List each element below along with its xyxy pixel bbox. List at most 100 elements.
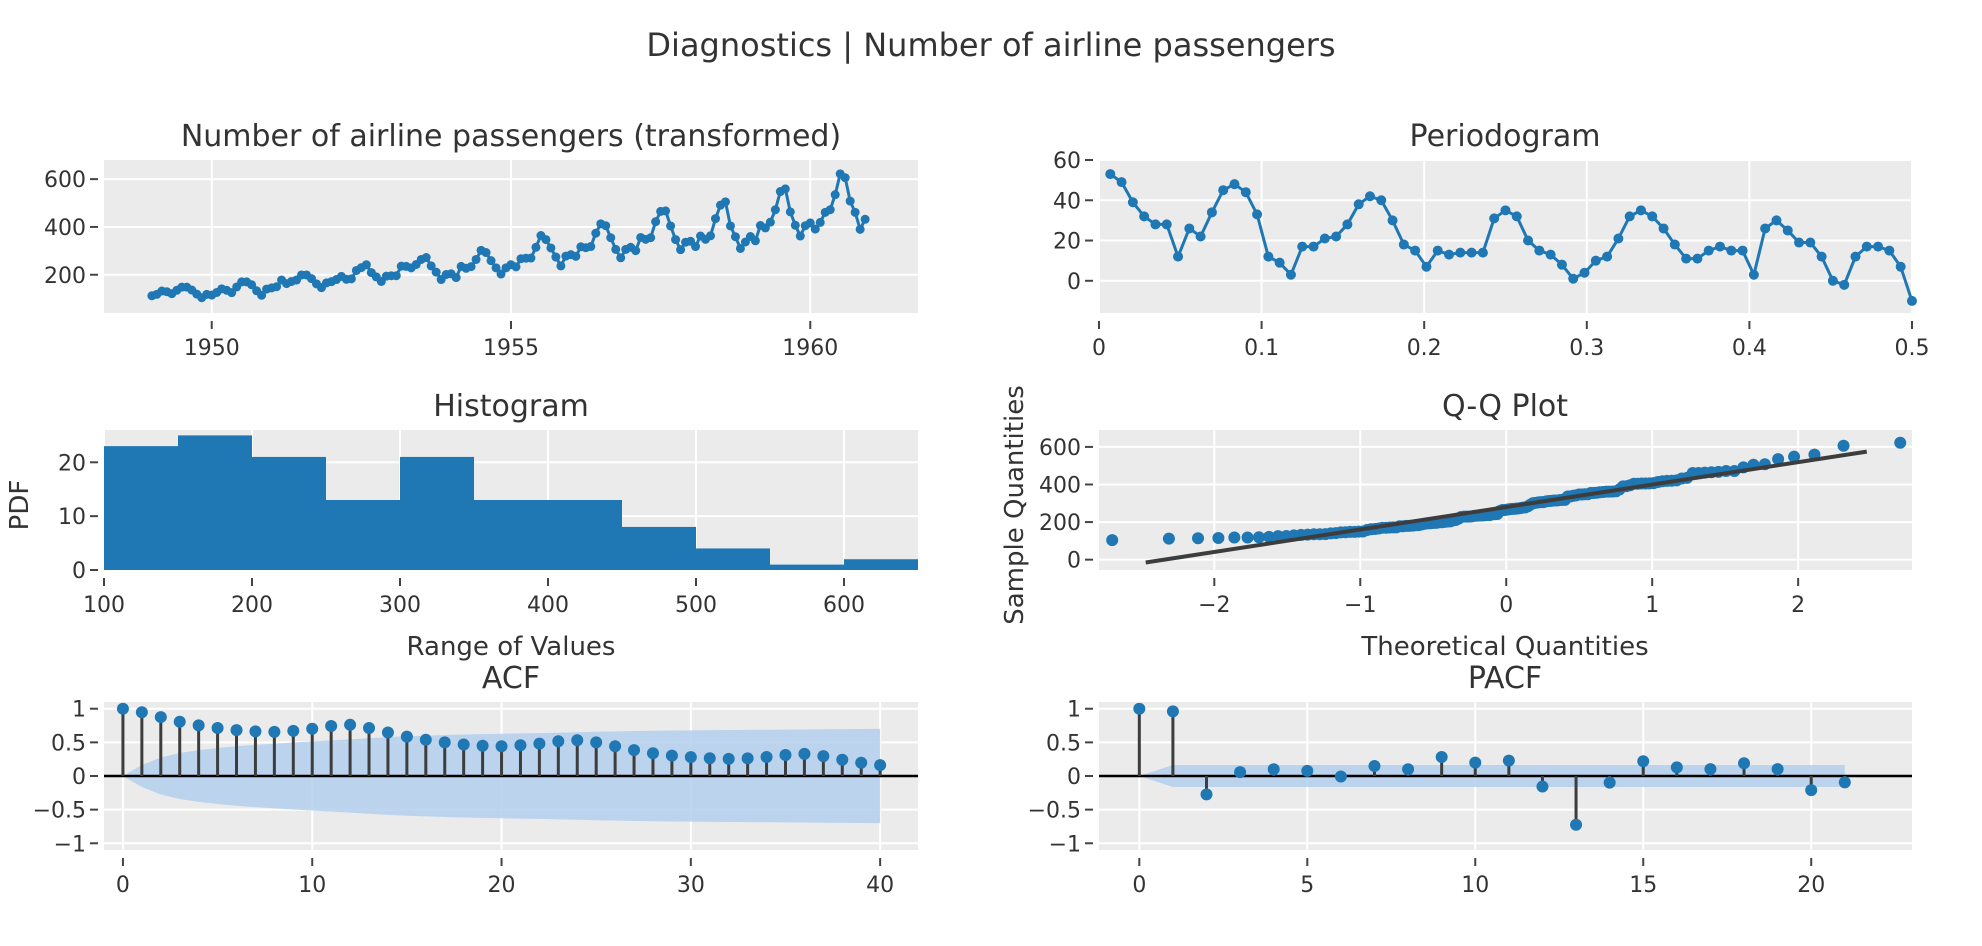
acf-y-tick-label: 1 — [72, 698, 86, 723]
pacf-marker — [1637, 755, 1650, 768]
series-point — [616, 253, 626, 263]
histogram-y-tick-label: 0 — [72, 559, 86, 584]
periodogram-point — [1568, 273, 1579, 284]
periodogram-point — [1308, 241, 1319, 252]
acf-marker — [419, 733, 432, 746]
series-point — [591, 228, 601, 238]
series-y-tick-label: 600 — [44, 168, 86, 193]
histogram-bar — [104, 446, 178, 570]
periodogram-point — [1331, 231, 1342, 242]
acf-marker — [628, 744, 641, 757]
periodogram-point — [1500, 205, 1511, 216]
series-point — [825, 205, 835, 215]
qq-point — [1263, 530, 1276, 543]
histogram-bar — [844, 559, 918, 570]
series-point — [471, 254, 481, 264]
acf-marker — [116, 702, 129, 715]
pacf-marker — [1334, 770, 1347, 783]
acf-marker — [855, 756, 868, 769]
series-point — [601, 221, 611, 231]
series-point — [466, 262, 476, 272]
series-point — [666, 221, 676, 231]
qq-x-tick-label: 1 — [1645, 593, 1659, 618]
series-point — [606, 233, 616, 243]
acf-marker — [722, 752, 735, 765]
periodogram-point — [1285, 269, 1296, 280]
pacf-panel: 0 5 10 15 20 −1 −0.5 0 0.5 1 — [1028, 698, 1912, 898]
series-point — [451, 273, 461, 283]
periodogram-point — [1590, 255, 1601, 266]
acf-marker — [154, 711, 167, 724]
qq-fit-line — [1145, 449, 1868, 565]
histogram-x-tick-label: 300 — [379, 593, 421, 618]
periodogram-point — [1444, 249, 1455, 260]
periodogram-point — [1477, 247, 1488, 258]
acf-x-tick-label: 0 — [116, 873, 130, 898]
pacf-marker — [1435, 751, 1448, 764]
acf-y-tick-label: 0 — [72, 765, 86, 790]
pacf-y-tick-label: 0.5 — [1046, 731, 1081, 756]
series-point — [735, 243, 745, 253]
periodogram-point — [1794, 237, 1805, 248]
periodogram-point — [1161, 219, 1172, 230]
series-panel: 1950 1955 1960 200 400 600 — [44, 160, 918, 361]
acf-marker — [211, 721, 224, 734]
pacf-marker — [1704, 763, 1717, 776]
series-point — [676, 245, 686, 255]
histogram-y-tick-label: 20 — [58, 451, 86, 476]
periodogram-point — [1376, 195, 1387, 206]
series-point — [571, 251, 581, 261]
periodogram-point — [1195, 231, 1206, 242]
acf-marker — [590, 736, 603, 749]
acf-x-tick-label: 30 — [677, 873, 705, 898]
acf-marker — [760, 750, 773, 763]
series-point — [631, 246, 641, 256]
acf-marker — [798, 747, 811, 760]
periodogram-point — [1297, 241, 1308, 252]
periodogram-x-tick-label: 0.3 — [1569, 336, 1604, 361]
qq-point — [1212, 532, 1225, 545]
pacf-marker — [1670, 761, 1683, 774]
acf-marker — [533, 737, 546, 750]
periodogram-point — [1387, 215, 1398, 226]
periodogram-point — [1127, 197, 1138, 208]
series-point — [491, 263, 501, 273]
qq-point — [1788, 450, 1801, 463]
periodogram-point — [1398, 239, 1409, 250]
acf-marker — [192, 719, 205, 732]
pacf-y-tick-label: 1 — [1067, 698, 1081, 723]
periodogram-point — [1782, 225, 1793, 236]
pacf-marker — [1838, 776, 1851, 789]
acf-marker — [381, 726, 394, 739]
series-point — [785, 207, 795, 217]
pacf-marker — [1502, 754, 1515, 767]
series-point — [805, 218, 815, 228]
pacf-x-tick-label: 10 — [1461, 873, 1489, 898]
pacf-marker — [1469, 756, 1482, 769]
periodogram-point — [1827, 275, 1838, 286]
periodogram-point — [1218, 185, 1229, 196]
histogram-x-tick-label: 100 — [83, 593, 125, 618]
acf-marker — [400, 730, 413, 743]
periodogram-point — [1455, 247, 1466, 258]
periodogram-point — [1602, 251, 1613, 262]
periodogram-point — [1150, 219, 1161, 230]
periodogram-point — [1579, 267, 1590, 278]
periodogram-point — [1432, 245, 1443, 256]
periodogram-point — [1274, 257, 1285, 268]
pacf-x-tick-label: 5 — [1300, 873, 1314, 898]
periodogram-point — [1737, 245, 1748, 256]
qq-point — [1772, 453, 1785, 466]
series-point — [272, 282, 282, 292]
periodogram-x-tick-label: 0.1 — [1244, 336, 1279, 361]
pacf-marker — [1301, 764, 1314, 777]
histogram-bar — [474, 500, 548, 570]
series-point — [646, 233, 656, 243]
series-x-tick-label: 1950 — [184, 336, 240, 361]
series-point — [710, 214, 720, 224]
acf-marker — [836, 753, 849, 766]
periodogram-point — [1319, 233, 1330, 244]
pacf-marker — [1200, 788, 1213, 801]
qq-point — [1894, 436, 1907, 449]
pacf-marker — [1267, 763, 1280, 776]
